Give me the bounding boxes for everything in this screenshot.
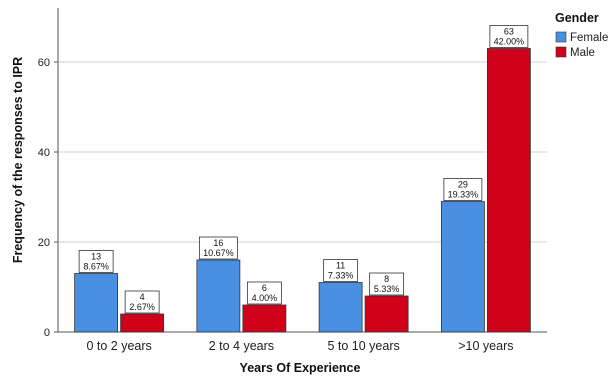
bar-female-2 — [318, 282, 363, 333]
x-axis-title: Years Of Experience — [240, 361, 361, 375]
data-label-box-male-2 — [369, 272, 405, 296]
x-tick-label-2: 5 to 10 years — [327, 339, 399, 353]
x-tick-label-0: 0 to 2 years — [86, 339, 151, 353]
x-tick-label-3: >10 years — [458, 339, 513, 353]
data-label-percent-female-3: 19.33% — [448, 190, 479, 200]
data-label-percent-female-0: 8.67% — [83, 262, 109, 272]
data-label-box-female-2 — [323, 259, 359, 282]
data-label-count-male-0: 4 — [140, 292, 145, 302]
bar-male-3 — [486, 48, 531, 333]
data-label-box-male-0 — [124, 290, 160, 314]
data-label-count-male-2: 8 — [384, 274, 389, 284]
bar-male-2 — [364, 295, 409, 333]
data-label-count-male-1: 6 — [262, 283, 267, 293]
data-label-count-female-1: 16 — [213, 238, 223, 248]
bar-female-3 — [440, 201, 485, 333]
x-tick-label-1: 2 to 4 years — [209, 339, 274, 353]
bars — [74, 48, 531, 333]
data-label-percent-female-2: 7.33% — [328, 271, 354, 281]
data-label-count-female-2: 11 — [336, 261, 345, 271]
legend-title: Gender — [555, 11, 599, 25]
data-label-percent-male-1: 4.00% — [252, 293, 278, 303]
bar-female-1 — [196, 259, 241, 333]
data-label-percent-male-0: 2.67% — [129, 302, 155, 312]
data-label-count-female-0: 13 — [91, 252, 101, 262]
y-tick-label-3: 60 — [38, 57, 50, 69]
bar-male-1 — [242, 304, 287, 333]
data-label-box-female-1 — [198, 236, 238, 260]
data-label-box-male-1 — [246, 281, 282, 305]
y-tick-label-0: 0 — [44, 327, 50, 339]
data-label-box-male-3 — [489, 25, 529, 48]
data-label-box-female-0 — [78, 250, 114, 273]
legend-swatch-female — [555, 31, 567, 43]
y-tick-label-2: 40 — [38, 147, 50, 159]
legend-label-female: Female — [570, 32, 608, 44]
data-label-percent-male-3: 42.00% — [494, 37, 525, 47]
legend-swatch-male — [555, 46, 567, 58]
data-label-percent-male-2: 5.33% — [374, 284, 400, 294]
data-label-count-female-3: 29 — [458, 180, 468, 190]
y-tick-label-1: 20 — [38, 237, 50, 249]
legend-label-male: Male — [570, 47, 595, 59]
y-axis-title: Frequency of the responses to IPR — [11, 57, 25, 263]
data-label-box-female-3 — [443, 178, 483, 201]
bar-female-0 — [74, 273, 119, 333]
bar-male-0 — [120, 313, 165, 333]
data-label-count-male-3: 63 — [504, 27, 514, 37]
data-label-percent-female-1: 10.67% — [203, 248, 234, 258]
legend: Gender Female Male — [555, 11, 608, 59]
